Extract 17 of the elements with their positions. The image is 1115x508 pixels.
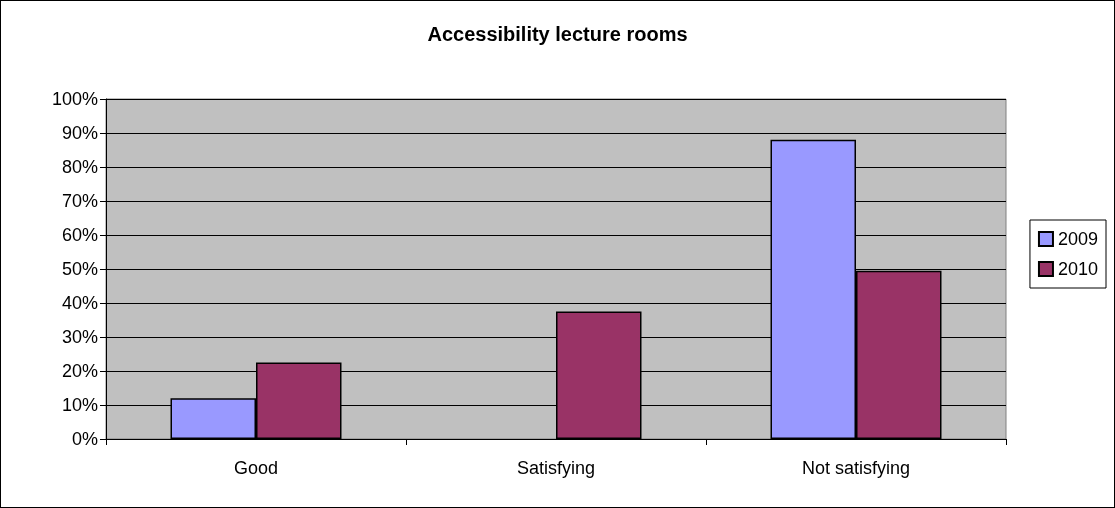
y-tick-label: 0%: [71, 429, 98, 449]
y-tick-label: 100%: [51, 89, 98, 109]
y-tick-label: 30%: [61, 327, 98, 347]
y-tick-label: 40%: [61, 293, 98, 313]
x-tick-label: Satisfying: [516, 458, 596, 478]
legend-label: 2009: [1057, 229, 1098, 249]
x-tick-label: Good: [233, 458, 279, 478]
legend-label: 2010: [1057, 259, 1098, 279]
y-tick-label: 20%: [61, 361, 98, 381]
y-tick-label: 50%: [61, 259, 98, 279]
y-tick-label: 60%: [61, 225, 98, 245]
y-tick-label: 10%: [61, 395, 98, 415]
y-tick-label: 90%: [61, 123, 98, 143]
y-tick-label: 70%: [61, 191, 98, 211]
chart-title: Accessibility lecture rooms: [427, 23, 688, 45]
x-tick-label: Not satisfying: [801, 458, 911, 478]
y-tick-label: 80%: [61, 157, 98, 177]
